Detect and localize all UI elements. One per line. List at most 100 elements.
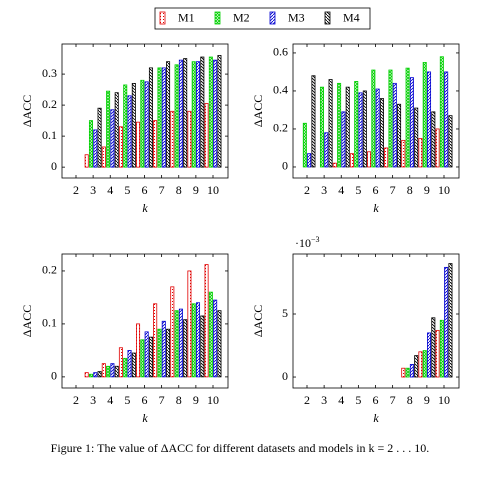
bar [183,319,188,378]
bar [422,62,427,168]
x-tick-label: 9 [424,183,430,197]
bar [140,79,145,168]
bar [93,129,98,168]
bar [97,371,102,378]
bar [110,363,115,378]
bar [174,64,179,168]
bar [118,126,123,168]
legend-label: M3 [288,10,305,24]
bar [422,350,427,378]
bar [405,67,410,168]
y-tick-label: 0.2 [42,97,57,111]
x-tick-label: 4 [107,183,113,197]
bar [178,308,183,378]
bar [131,82,136,168]
bar [319,86,324,168]
x-tick-label: 7 [390,183,396,197]
x-tick-label: 9 [193,393,199,407]
bar [196,61,201,168]
bar [397,103,402,168]
x-tick-label: 8 [176,183,182,197]
bar [328,79,333,168]
bar [97,107,102,168]
x-tick-label: 5 [355,393,361,407]
bar [161,67,166,168]
y-axis-label: ΔACC [251,305,265,337]
bar [418,138,423,168]
x-tick-label: 3 [90,183,96,197]
bar [414,355,419,378]
x-axis-label: k [373,201,379,215]
bar [213,299,218,378]
x-tick-label: 5 [355,183,361,197]
bar [213,59,218,168]
bar [183,58,188,168]
bar [375,88,380,168]
bar [153,303,158,378]
exponent-power: −3 [311,235,320,244]
bar [414,107,419,168]
bar [148,67,153,168]
bar [439,56,444,168]
bar [101,146,106,168]
bar [384,147,389,168]
bar [127,349,132,378]
bar [217,55,222,168]
x-tick-label: 5 [124,393,130,407]
bar [409,77,414,168]
bar [174,310,179,378]
bar [362,90,367,168]
bar [84,154,89,168]
bar [187,270,192,378]
x-tick-label: 10 [207,183,219,197]
bar [358,92,363,168]
bar [324,132,329,168]
bar [379,98,384,168]
legend-box [154,7,371,30]
bar [131,352,136,378]
x-tick-label: 2 [304,183,310,197]
x-tick-label: 10 [438,183,450,197]
bar [431,111,436,168]
bar [166,61,171,168]
bar [208,56,213,168]
x-tick-label: 3 [321,183,327,197]
y-tick-label: 0.1 [42,316,57,330]
bar [208,291,213,378]
x-tick-label: 2 [73,183,79,197]
bar [114,92,119,168]
caption: Figure 1: The value of ΔACC for differen… [51,441,430,455]
y-tick-label: 0.3 [42,66,57,80]
exponent-label: ·10−3 [295,235,320,250]
legend-label: M4 [343,10,360,24]
bar [200,56,205,168]
legend-swatch [214,11,221,25]
bar [123,84,128,168]
bar [88,120,93,168]
bar [157,67,162,168]
bar [439,319,444,378]
y-tick-label: 5 [282,306,288,320]
bar [371,69,376,168]
bar [191,303,196,378]
bar [153,120,158,168]
bar [101,363,106,378]
y-axis-label: ΔACC [251,95,265,127]
x-tick-label: 2 [304,393,310,407]
bar [435,329,440,378]
bar [118,347,123,378]
bar [157,328,162,378]
bar [106,365,111,378]
bar [140,339,145,378]
bar [427,71,432,168]
bar [204,264,209,378]
bar [187,110,192,168]
bar [106,90,111,168]
bar [431,317,436,378]
bar [444,266,449,378]
bar [144,331,149,378]
bar [409,364,414,378]
bar [388,69,393,168]
x-tick-label: 6 [142,393,148,407]
